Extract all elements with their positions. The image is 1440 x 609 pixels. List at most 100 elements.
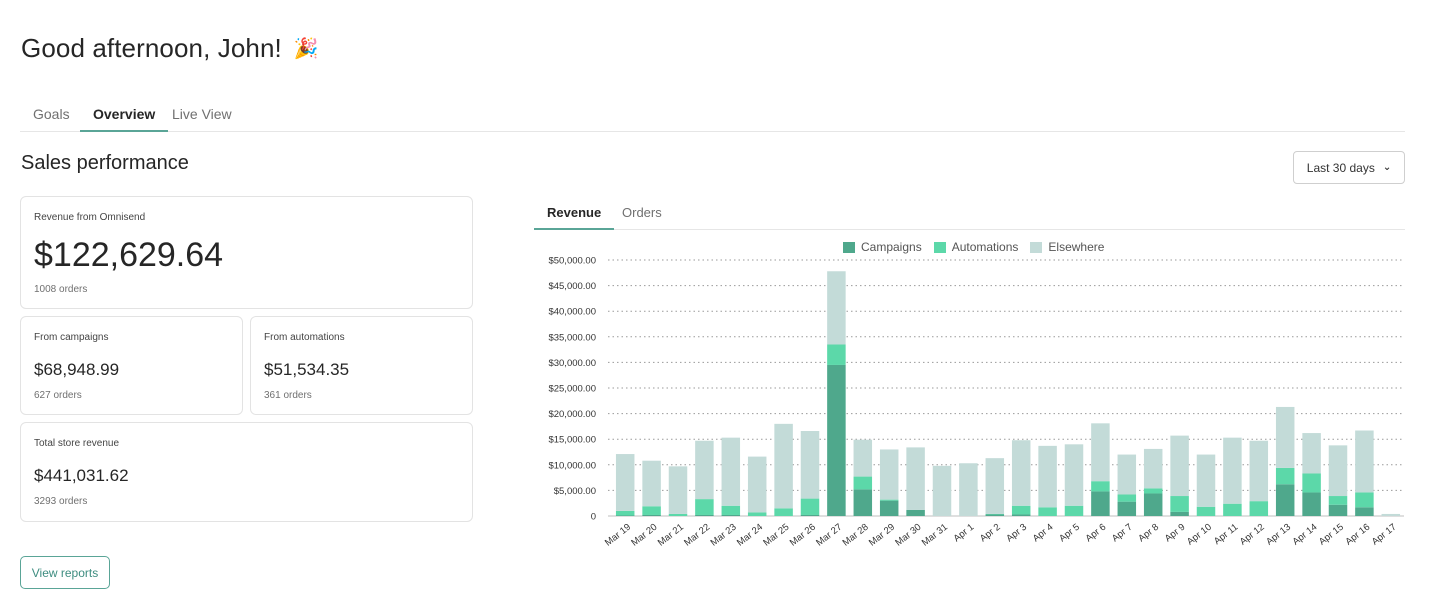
x-tick-label: Apr 3 xyxy=(1004,522,1029,545)
bar-segment-elsewhere xyxy=(1170,435,1189,497)
bar-segment-elsewhere xyxy=(642,460,661,507)
card-orders: 627 orders xyxy=(34,390,82,401)
bar-segment-elsewhere xyxy=(774,423,793,509)
bar-segment-campaigns xyxy=(1170,511,1189,516)
bar-segment-campaigns xyxy=(827,364,846,516)
campaigns-revenue-card: From campaigns $68,948.99 627 orders xyxy=(20,316,243,415)
y-tick-label: $25,000.00 xyxy=(548,384,596,395)
bar-segment-automations xyxy=(774,508,793,516)
tab-goals[interactable]: Goals xyxy=(33,106,70,122)
x-tick-label: Mar 23 xyxy=(709,522,739,549)
legend-swatch xyxy=(933,241,946,253)
legend-swatch xyxy=(843,241,855,253)
bar-segment-automations xyxy=(695,499,714,515)
bar-segment-automations xyxy=(1275,467,1295,485)
card-orders: 1008 orders xyxy=(34,284,88,295)
bar-segment-elsewhere xyxy=(615,454,635,511)
bar-segment-elsewhere xyxy=(932,465,952,516)
x-tick-label: Apr 17 xyxy=(1370,522,1399,548)
bar-segment-elsewhere xyxy=(1328,445,1348,497)
bar-segment-automations xyxy=(1249,501,1269,516)
x-tick-label: Mar 28 xyxy=(841,522,871,549)
bar-segment-automations xyxy=(879,499,899,501)
dashboard-tabs: Goals Overview Live View xyxy=(20,97,1405,132)
greeting-title: Good afternoon, John! 🎉 xyxy=(21,33,319,64)
x-tick-label: Mar 26 xyxy=(788,522,818,549)
x-tick-label: Mar 25 xyxy=(761,522,791,549)
tab-orders[interactable]: Orders xyxy=(622,205,662,220)
bar-segment-elsewhere xyxy=(853,439,873,477)
legend-elsewhere[interactable]: Elsewhere xyxy=(1030,240,1104,254)
date-range-label: Last 30 days xyxy=(1306,160,1375,175)
x-tick-label: Apr 8 xyxy=(1136,522,1161,545)
bar-segment-automations xyxy=(985,513,1005,515)
bar-segment-automations xyxy=(1355,492,1374,508)
card-orders: 361 orders xyxy=(264,390,312,401)
section-title: Sales performance xyxy=(21,152,189,174)
legend-label: Elsewhere xyxy=(1048,240,1105,254)
x-tick-label: Apr 4 xyxy=(1031,522,1056,545)
bar-segment-elsewhere xyxy=(1355,430,1374,493)
card-value: $441,031.62 xyxy=(34,466,129,485)
tab-overview[interactable]: Overview xyxy=(80,106,169,132)
bar-segment-campaigns xyxy=(1328,504,1348,516)
bar-segment-elsewhere xyxy=(668,466,688,514)
card-orders: 3293 orders xyxy=(34,496,88,507)
bar-segment-campaigns xyxy=(695,514,714,516)
y-tick-label: $15,000.00 xyxy=(548,435,596,446)
y-tick-label: $10,000.00 xyxy=(548,460,596,471)
x-tick-label: Mar 30 xyxy=(893,522,923,549)
card-value: $122,629.64 xyxy=(34,236,224,274)
bar-segment-elsewhere xyxy=(1011,440,1031,506)
x-tick-label: Apr 13 xyxy=(1264,522,1293,548)
legend-automations[interactable]: Automations xyxy=(933,240,1019,254)
bar-segment-elsewhere xyxy=(1302,433,1321,474)
bar-segment-campaigns xyxy=(615,515,635,516)
bar-segment-campaigns xyxy=(985,514,1005,516)
x-tick-label: Apr 11 xyxy=(1212,522,1240,547)
x-tick-label: Apr 7 xyxy=(1110,522,1135,545)
revenue-chart: 0 $5,000.00 $10,000.00 $15,000.00 $20,000.00… xyxy=(548,256,1404,549)
tab-live-view[interactable]: Live View xyxy=(172,106,232,122)
x-tick-label: Apr 6 xyxy=(1084,522,1109,545)
x-tick-label: Mar 22 xyxy=(682,522,712,549)
legend-label: Automations xyxy=(951,240,1019,254)
date-range-dropdown[interactable]: Last 30 days ⌄ xyxy=(1293,151,1405,184)
x-tick-label: Mar 31 xyxy=(920,522,950,549)
bar-segment-automations xyxy=(1196,506,1216,516)
bar-segment-automations xyxy=(1091,481,1110,492)
x-tick-label: Apr 16 xyxy=(1343,522,1372,548)
y-tick-label: $40,000.00 xyxy=(548,307,596,318)
bar-segment-elsewhere xyxy=(1091,423,1110,482)
x-tick-label: Mar 19 xyxy=(603,522,633,549)
bar-segment-automations xyxy=(721,505,741,515)
x-tick-label: Apr 15 xyxy=(1317,522,1346,548)
bar-segment-automations xyxy=(747,512,767,516)
chart-legend: Campaigns Automations Elsewhere xyxy=(843,240,1104,254)
y-tick-label: 0 xyxy=(591,512,596,523)
bar-segment-elsewhere xyxy=(1064,444,1084,506)
legend-campaigns[interactable]: Campaigns xyxy=(843,240,922,254)
x-tick-label: Apr 14 xyxy=(1291,522,1320,548)
legend-label: Campaigns xyxy=(861,240,922,254)
bar-segment-campaigns xyxy=(800,514,820,516)
total-store-revenue-card: Total store revenue $441,031.62 3293 ord… xyxy=(20,422,473,522)
bar-segment-elsewhere xyxy=(879,449,899,500)
bar-segment-elsewhere xyxy=(747,456,767,513)
tab-revenue[interactable]: Revenue xyxy=(534,205,615,230)
bar-segment-elsewhere xyxy=(1038,445,1057,508)
bar-segment-elsewhere xyxy=(827,271,846,345)
bar-segment-automations xyxy=(800,498,820,515)
view-reports-button[interactable]: View reports xyxy=(20,556,110,589)
card-label: Revenue from Omnisend xyxy=(34,212,146,223)
bar-segment-automations xyxy=(668,513,688,516)
bar-segment-elsewhere xyxy=(906,447,925,510)
bar-segment-campaigns xyxy=(1091,491,1110,516)
x-tick-label: Mar 21 xyxy=(656,522,686,549)
card-label: From automations xyxy=(264,332,345,343)
bar-segment-elsewhere xyxy=(695,440,714,500)
x-tick-label: Apr 12 xyxy=(1238,522,1267,548)
y-tick-label: $35,000.00 xyxy=(548,332,596,343)
automations-revenue-card: From automations $51,534.35 361 orders xyxy=(250,316,473,415)
bar-segment-automations xyxy=(1302,473,1321,493)
